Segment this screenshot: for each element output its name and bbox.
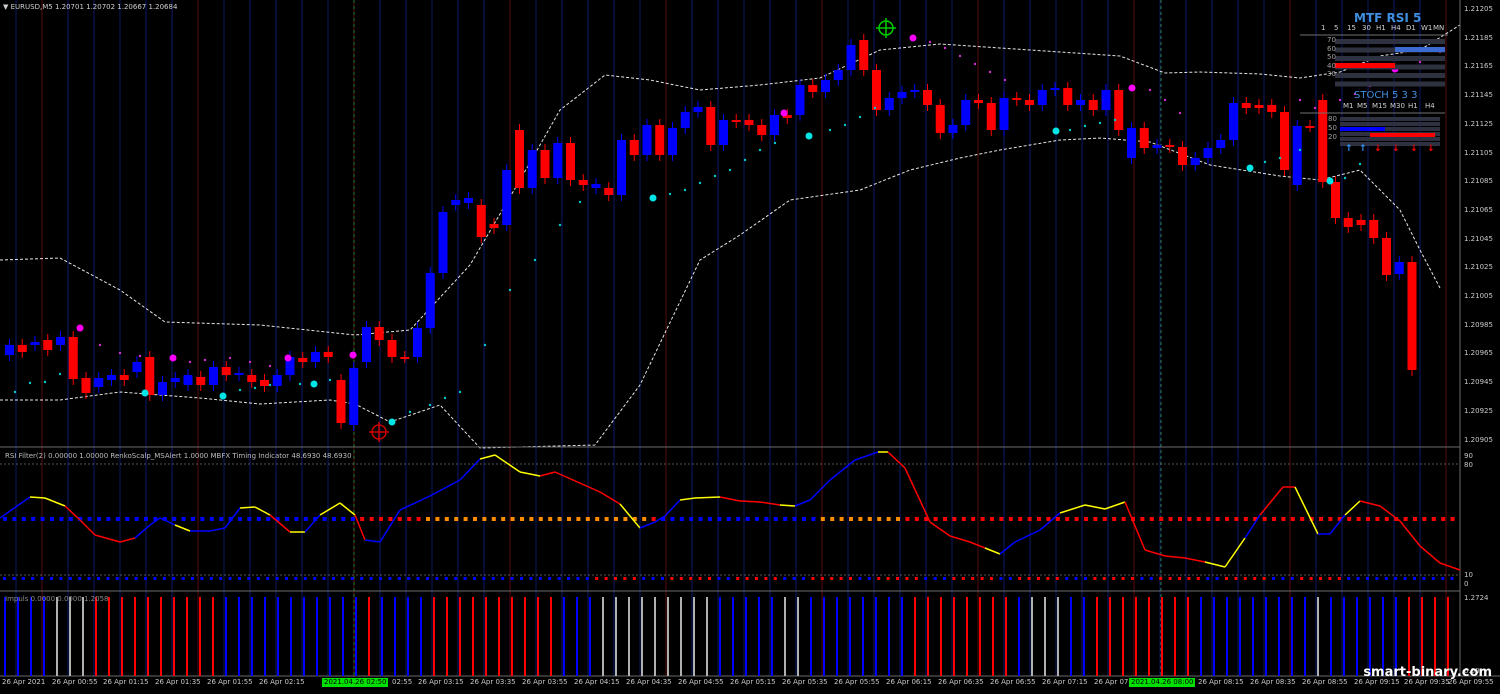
price-tick: 1.21185 — [1464, 33, 1493, 42]
price-tick: 1.21145 — [1464, 91, 1493, 100]
time-tick: 26 Apr 04:55 — [678, 678, 724, 686]
candlesticks — [5, 34, 1417, 431]
indicator1-tick: 0 — [1464, 580, 1469, 588]
stoch-arrow-icon: ↓ — [1392, 144, 1400, 154]
time-tick: 26 Apr 00:55 — [52, 678, 98, 686]
mtf-timeframe: 5 — [1334, 24, 1339, 32]
price-tick: 1.21105 — [1464, 148, 1493, 157]
mtf-timeframe: H4 — [1391, 24, 1401, 32]
time-tick: 26 Apr 08:55 — [1302, 678, 1348, 686]
time-tick: 26 Apr 01:35 — [155, 678, 201, 686]
indicator2-tick: 0.00 — [1464, 667, 1480, 675]
time-tick: 26 Apr 09:55 — [1448, 678, 1494, 686]
price-tick: 1.21045 — [1464, 234, 1493, 243]
time-tick: 26 Apr 03:15 — [418, 678, 464, 686]
stoch-level: 80 — [1328, 115, 1337, 123]
symbol-header: ▼ EURUSD,M5 1.20701 1.20702 1.20667 1.20… — [3, 3, 177, 12]
impuls-histogram-pane — [4, 597, 1449, 676]
price-tick: 1.21085 — [1464, 177, 1493, 186]
mtf-timeframe: 15 — [1347, 24, 1356, 32]
time-tick: 02:55 — [392, 678, 413, 686]
time-tick: 26 Apr 09:15 — [1354, 678, 1400, 686]
mtf-timeframe: 30 — [1362, 24, 1371, 32]
mtf-rsi-title: MTF RSI 5 — [1354, 11, 1422, 25]
parabolic-sar-dots — [13, 34, 1442, 426]
stoch-arrow-icon: ↑ — [1345, 144, 1353, 154]
symbol-name: EURUSD,M5 — [10, 3, 53, 11]
time-tick: 26 Apr 01:55 — [207, 678, 253, 686]
stoch-level: 20 — [1328, 133, 1337, 141]
indicator2-tick: 1.2724 — [1464, 594, 1489, 602]
time-tick: 26 Apr 04:35 — [626, 678, 672, 686]
time-tick: 26 Apr 08:35 — [1250, 678, 1296, 686]
price-tick: 1.21065 — [1464, 205, 1493, 214]
rsi-filter-pane — [0, 451, 1461, 580]
stoch-arrow-icon: ↑ — [1359, 144, 1367, 154]
time-tick: 26 Apr 04:15 — [574, 678, 620, 686]
mtf-timeframe: D1 — [1406, 24, 1416, 32]
header-arrow-icon: ▼ — [3, 3, 9, 11]
time-tick: 26 Apr 03:35 — [470, 678, 516, 686]
price-tick: 1.20945 — [1464, 378, 1493, 387]
time-tick: 26 Apr 06:15 — [886, 678, 932, 686]
price-tick: 1.20905 — [1464, 435, 1493, 444]
indicator1-tick: 90 — [1464, 452, 1473, 460]
time-tick: 26 Apr 09:35 — [1404, 678, 1450, 686]
time-tick: 26 Apr 08:15 — [1198, 678, 1244, 686]
time-tick: 2021.04.26 08:00 — [1129, 678, 1196, 687]
stoch-timeframe: M30 — [1390, 102, 1405, 110]
mtf-level: 30 — [1327, 70, 1336, 78]
price-tick: 1.21125 — [1464, 119, 1493, 128]
time-tick: 26 Apr 06:35 — [938, 678, 984, 686]
time-tick: 26 Apr 03:55 — [522, 678, 568, 686]
stoch-timeframe: H1 — [1408, 102, 1418, 110]
price-tick: 1.21005 — [1464, 292, 1493, 300]
indicator1-tick: 10 — [1464, 571, 1473, 579]
time-tick: 2021.04.26 02:50 — [322, 678, 389, 687]
ohlc-values: 1.20701 1.20702 1.20667 1.20684 — [54, 3, 178, 11]
mtf-level: 70 — [1327, 36, 1336, 44]
time-tick: 26 Apr 2021 — [2, 678, 46, 686]
mtf-timeframe: 1 — [1321, 24, 1326, 32]
indicator2-header: Impuls 0.0000 0.0000 1.2058 — [5, 595, 109, 603]
time-tick: 26 Apr 05:15 — [730, 678, 776, 686]
time-tick: 26 Apr 06:55 — [990, 678, 1036, 686]
stoch-title: STOCH 5 3 3 — [1354, 90, 1418, 101]
buy-target-icon — [876, 18, 896, 38]
stoch-arrow-icon: ↓ — [1427, 144, 1435, 154]
indicator1-header: RSI Filter(2) 0.00000 1.00000 RenkoScalp… — [5, 452, 352, 460]
mtf-timeframe: W1 — [1421, 24, 1433, 32]
price-tick: 1.21025 — [1464, 263, 1493, 272]
stoch-timeframe: M1 — [1343, 102, 1354, 110]
time-tick: 26 Apr 02:15 — [259, 678, 305, 686]
stoch-arrow-icon: ↓ — [1410, 144, 1418, 154]
mtf-level: 40 — [1327, 61, 1336, 70]
price-tick: 1.20985 — [1464, 320, 1493, 329]
stoch-arrow-icon: ↓ — [1374, 144, 1382, 154]
mtf-panel — [1300, 34, 1448, 146]
price-tick: 1.20925 — [1464, 406, 1493, 415]
signal-markers — [369, 18, 896, 442]
mtf-timeframe: MN — [1433, 24, 1445, 32]
sell-target-icon — [369, 422, 389, 442]
time-tick: 26 Apr 05:35 — [782, 678, 828, 686]
mtf-level: 60 — [1327, 44, 1336, 53]
mtf-timeframe: H1 — [1376, 24, 1386, 32]
indicator1-tick: 80 — [1464, 461, 1473, 469]
time-tick: 26 Apr 01:15 — [103, 678, 149, 686]
stoch-timeframe: H4 — [1425, 102, 1435, 110]
price-tick: 1.20965 — [1464, 349, 1493, 358]
time-tick: 26 Apr 07:15 — [1042, 678, 1088, 686]
price-tick: 1.21165 — [1464, 62, 1493, 71]
stoch-level: 50 — [1328, 124, 1337, 132]
watermark: smart-binary.com — [1363, 665, 1492, 680]
time-tick: 26 Apr 07: — [1094, 678, 1131, 686]
stoch-timeframe: M15 — [1372, 102, 1387, 110]
mtf-level: 50 — [1327, 53, 1336, 61]
stoch-timeframe: M5 — [1357, 102, 1368, 110]
price-tick: 1.21205 — [1464, 5, 1493, 13]
time-tick: 26 Apr 05:55 — [834, 678, 880, 686]
